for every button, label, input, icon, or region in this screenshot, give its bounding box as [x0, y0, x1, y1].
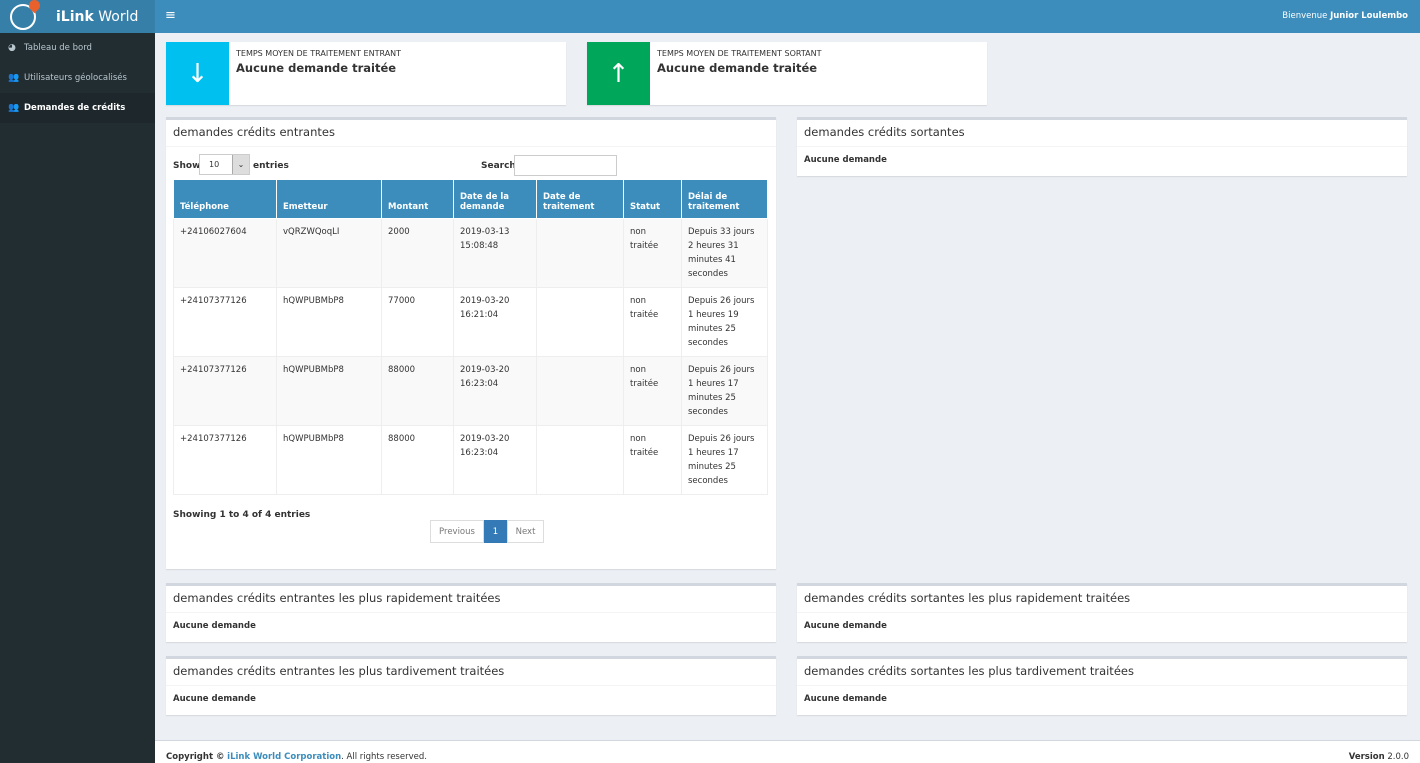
- sidebar-item-dashboard[interactable]: ◕ Tableau de bord: [8, 43, 92, 53]
- outgoing-requests-box: demandes crédits sortantes Aucune demande: [797, 117, 1407, 176]
- column-header[interactable]: Téléphone: [173, 179, 277, 219]
- fastest-incoming-box: demandes crédits entrantes les plus rapi…: [166, 583, 776, 642]
- table-cell: [536, 425, 624, 495]
- table-cell: 2019-03-13 15:08:48: [453, 218, 537, 288]
- table-cell: +24107377126: [173, 425, 277, 495]
- users-icon: 👥: [8, 103, 20, 113]
- company-link[interactable]: iLink World Corporation: [227, 752, 342, 762]
- info-box-incoming: ↓ TEMPS MOYEN DE TRAITEMENT ENTRANT Aucun…: [166, 42, 566, 105]
- table-row: +24107377126 hQWPUBMbP8 88000 2019-03-20 16…: [173, 425, 768, 495]
- table-cell: [536, 287, 624, 357]
- column-header[interactable]: Montant: [381, 179, 454, 219]
- table-cell: Depuis 33 jours 2 heures 31 minutes 41 s…: [681, 218, 768, 288]
- table-cell: 2019-03-20 16:23:04: [453, 425, 537, 495]
- column-header[interactable]: Emetteur: [276, 179, 382, 219]
- table-cell: +24107377126: [173, 287, 277, 357]
- app-title: iLink: [56, 8, 94, 25]
- table-cell: vQRZWQoqLI: [276, 218, 382, 288]
- users-icon: 👥: [8, 73, 20, 83]
- previous-button[interactable]: Previous: [430, 520, 484, 543]
- arrow-down-icon: ↓: [166, 42, 229, 105]
- table-row: +24107377126 hQWPUBMbP8 77000 2019-03-20 16…: [173, 287, 768, 357]
- table-cell: hQWPUBMbP8: [276, 425, 382, 495]
- header: ≡ Bienvenue Junior Loulembo: [155, 0, 1420, 33]
- table-cell: +24107377126: [173, 356, 277, 426]
- table-cell: non traitée: [623, 425, 682, 495]
- table-cell: Depuis 26 jours 1 heures 17 minutes 25 s…: [681, 356, 768, 426]
- fastest-outgoing-box: demandes crédits sortantes les plus rapi…: [797, 583, 1407, 642]
- table-cell: hQWPUBMbP8: [276, 356, 382, 426]
- page-size-select[interactable]: 10 ⌄: [199, 154, 250, 175]
- table-cell: 88000: [381, 356, 454, 426]
- table-cell: [536, 218, 624, 288]
- table-cell: non traitée: [623, 356, 682, 426]
- table-cell: +24106027604: [173, 218, 277, 288]
- table-cell: Depuis 26 jours 1 heures 19 minutes 25 s…: [681, 287, 768, 357]
- sidebar-item-users[interactable]: 👥 Utilisateurs géolocalisés: [8, 73, 127, 83]
- box-title: demandes crédits entrantes: [166, 120, 776, 147]
- next-button[interactable]: Next: [507, 520, 544, 543]
- search-input[interactable]: [514, 155, 617, 176]
- globe-logo-icon: [10, 0, 43, 30]
- welcome-text: Bienvenue Junior Loulembo: [1282, 11, 1408, 21]
- footer: Copyright © iLink World Corporation. All…: [155, 740, 1420, 763]
- table-cell: 2019-03-20 16:21:04: [453, 287, 537, 357]
- menu-toggle-icon[interactable]: ≡: [165, 8, 176, 23]
- slowest-incoming-box: demandes crédits entrantes les plus tard…: [166, 656, 776, 715]
- dashboard-icon: ◕: [8, 43, 16, 53]
- table-cell: non traitée: [623, 287, 682, 357]
- arrow-up-icon: ↑: [587, 42, 650, 105]
- logo[interactable]: iLink World: [0, 0, 155, 33]
- slowest-outgoing-box: demandes crédits sortantes les plus tard…: [797, 656, 1407, 715]
- table-cell: 2019-03-20 16:23:04: [453, 356, 537, 426]
- sidebar: ◕ Tableau de bord 👥 Utilisateurs géolocali…: [0, 33, 155, 763]
- table-info: Showing 1 to 4 of 4 entries: [173, 510, 311, 520]
- table-row: +24106027604 vQRZWQoqLI 2000 2019-03-13 15:…: [173, 218, 768, 288]
- info-box-outgoing: ↑ TEMPS MOYEN DE TRAITEMENT SORTANT Aucun…: [587, 42, 987, 105]
- incoming-requests-table: Téléphone Emetteur Montant Date de la deman…: [173, 179, 768, 495]
- chevron-down-icon: ⌄: [232, 155, 249, 174]
- column-header[interactable]: Statut: [623, 179, 682, 219]
- user-name[interactable]: Junior Loulembo: [1330, 11, 1408, 21]
- column-header[interactable]: Date de traitement: [536, 179, 624, 219]
- table-cell: 2000: [381, 218, 454, 288]
- table-cell: hQWPUBMbP8: [276, 287, 382, 357]
- column-header[interactable]: Date de la demande: [453, 179, 537, 219]
- table-cell: 88000: [381, 425, 454, 495]
- page-1-button[interactable]: 1: [484, 520, 507, 543]
- column-header[interactable]: Délai de traitement: [681, 179, 768, 219]
- incoming-requests-box: demandes crédits entrantes Show 10 ⌄ entr…: [166, 117, 776, 569]
- app-title-rest: World: [98, 8, 139, 25]
- sidebar-item-credit-requests[interactable]: 👥 Demandes de crédits: [0, 93, 155, 123]
- table-cell: non traitée: [623, 218, 682, 288]
- table-cell: [536, 356, 624, 426]
- table-row: +24107377126 hQWPUBMbP8 88000 2019-03-20 16…: [173, 356, 768, 426]
- table-cell: 77000: [381, 287, 454, 357]
- table-cell: Depuis 26 jours 1 heures 17 minutes 25 s…: [681, 425, 768, 495]
